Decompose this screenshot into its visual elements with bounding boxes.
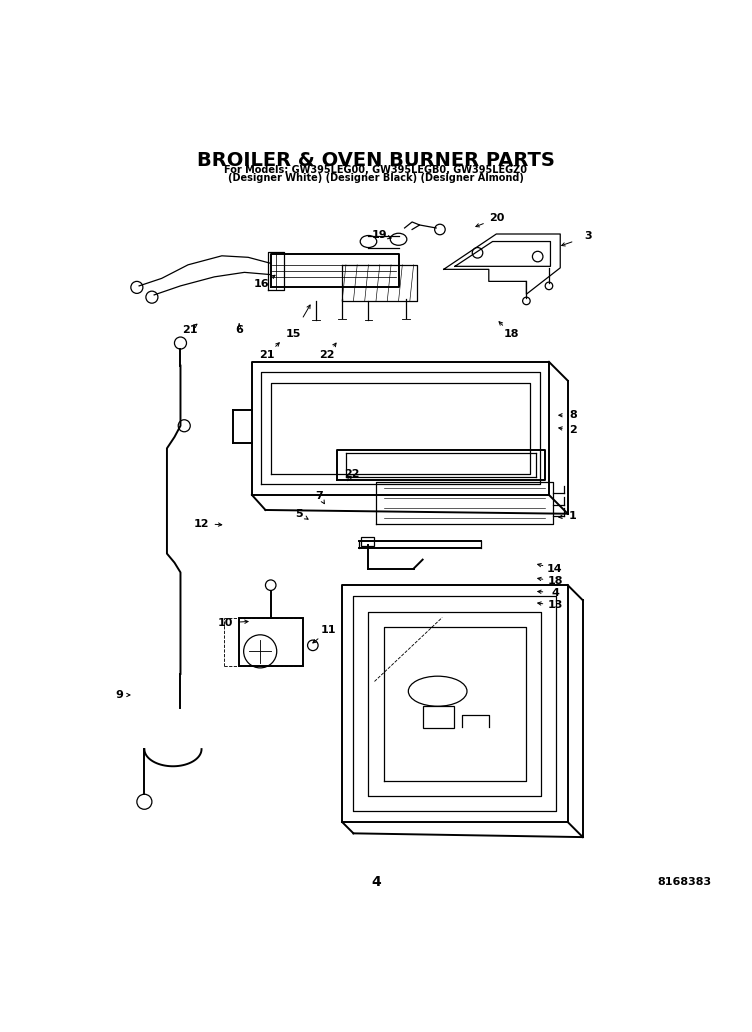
- Text: 13: 13: [547, 601, 562, 611]
- Text: 21: 21: [259, 350, 274, 360]
- Text: 22: 22: [344, 469, 359, 479]
- Bar: [361, 537, 374, 546]
- Bar: [423, 706, 454, 728]
- Text: 12: 12: [194, 518, 209, 528]
- Text: 20: 20: [490, 214, 505, 223]
- Text: 1: 1: [569, 511, 577, 521]
- Text: 2: 2: [569, 425, 577, 436]
- Text: 6: 6: [235, 324, 243, 334]
- Text: 19: 19: [372, 230, 387, 239]
- Text: 5: 5: [296, 509, 303, 519]
- Text: 18: 18: [504, 329, 519, 340]
- Text: For Models: GW395LEG00, GW395LEGB0, GW395LEGZ0: For Models: GW395LEG00, GW395LEGB0, GW39…: [225, 165, 527, 175]
- Text: 7: 7: [316, 490, 323, 501]
- Ellipse shape: [390, 233, 407, 246]
- Text: BROILER & OVEN BURNER PARTS: BROILER & OVEN BURNER PARTS: [197, 151, 555, 170]
- Text: 4: 4: [551, 587, 559, 598]
- Text: 22: 22: [320, 350, 335, 360]
- Text: 3: 3: [584, 231, 592, 241]
- Text: 8: 8: [569, 411, 577, 420]
- Text: 10: 10: [218, 618, 233, 627]
- Text: 16: 16: [254, 280, 269, 289]
- Text: 15: 15: [286, 329, 301, 340]
- Text: 11: 11: [321, 625, 336, 636]
- Text: 4: 4: [371, 875, 381, 890]
- Bar: [239, 617, 303, 667]
- Text: 14: 14: [547, 563, 562, 574]
- Text: 18: 18: [547, 577, 562, 586]
- Ellipse shape: [360, 235, 377, 248]
- Text: 9: 9: [115, 690, 123, 700]
- Text: 21: 21: [183, 324, 198, 334]
- Text: 8168383: 8168383: [657, 877, 711, 888]
- Text: (Designer White) (Designer Black) (Designer Almond): (Designer White) (Designer Black) (Desig…: [228, 172, 524, 183]
